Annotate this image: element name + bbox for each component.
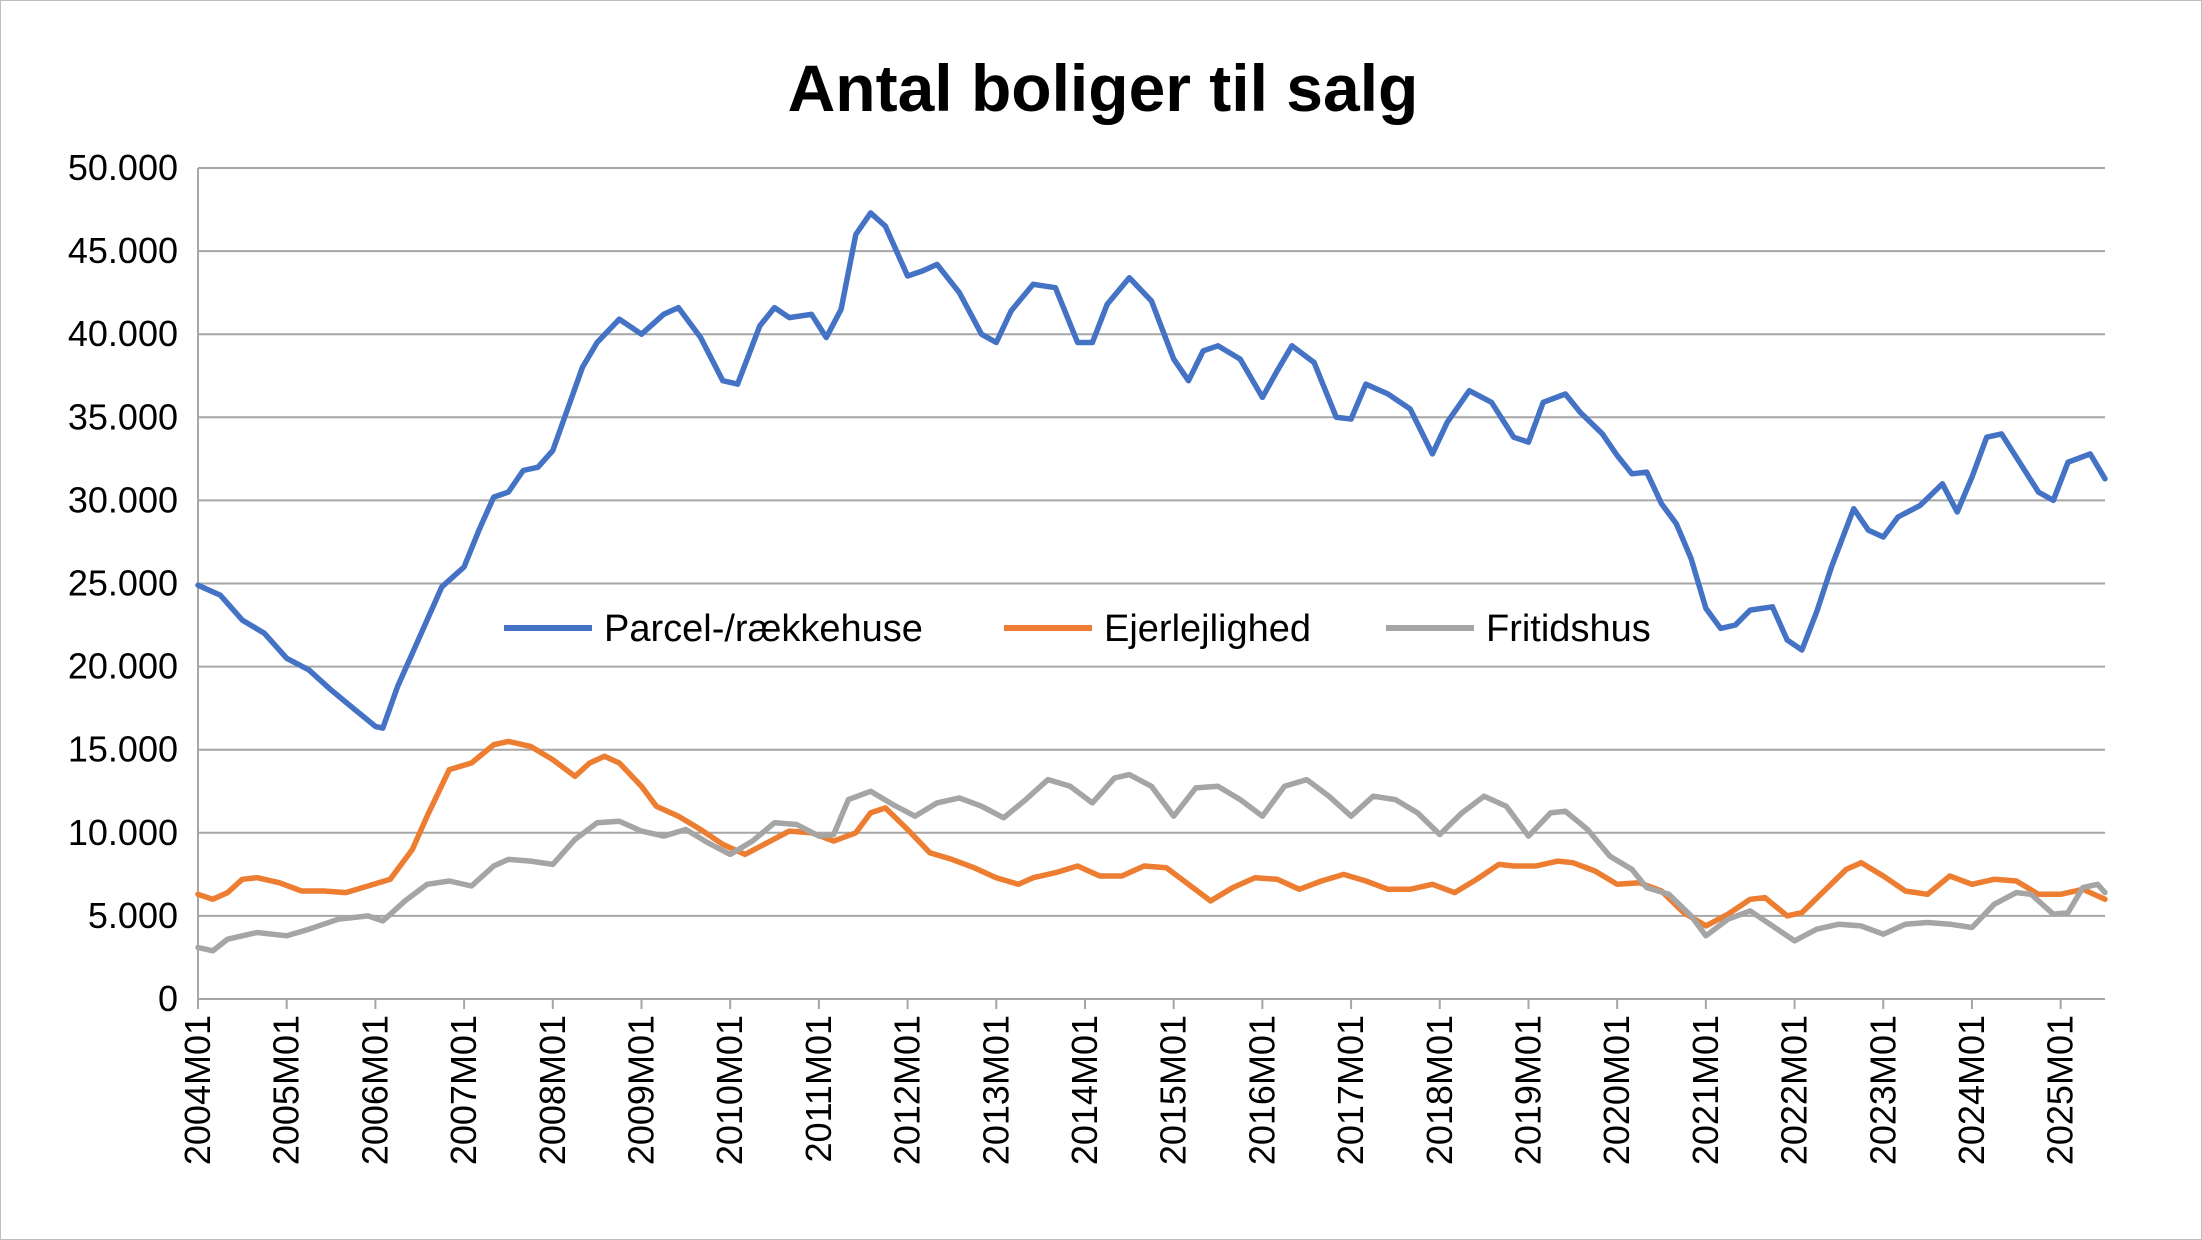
x-tick-label: 2006M01 (354, 1015, 395, 1165)
gridlines (198, 167, 2105, 917)
x-tick-label: 2005M01 (266, 1015, 307, 1165)
y-axis-tick-labels: 0 5.000 10.000 15.000 20.000 25.000 30.000 35.0… (68, 147, 178, 1019)
x-tick-label: 2016M01 (1241, 1015, 1282, 1165)
x-tick-label: 2014M01 (1064, 1015, 1105, 1165)
x-tick-label: 2021M01 (1685, 1015, 1726, 1165)
series-lines (195, 210, 2108, 954)
x-tick-label: 2013M01 (975, 1015, 1016, 1165)
series-line (195, 210, 2108, 731)
x-tick-label: 2020M01 (1596, 1015, 1637, 1165)
y-tick-label: 0 (158, 978, 178, 1019)
y-tick-label: 20.000 (68, 646, 178, 687)
x-tick-label: 2004M01 (177, 1015, 218, 1165)
legend-label: Parcel-/rækkehuse (604, 608, 923, 650)
x-tick-label: 2008M01 (532, 1015, 573, 1165)
y-tick-label: 45.000 (68, 230, 178, 271)
y-tick-label: 25.000 (68, 563, 178, 604)
x-tick-label: 2019M01 (1507, 1015, 1548, 1165)
legend: Parcel-/rækkehuse Ejerlejlighed Fritidshus (504, 608, 1651, 650)
x-tick-label: 2024M01 (1951, 1015, 1992, 1165)
x-tick-label: 2022M01 (1774, 1015, 1815, 1165)
y-tick-label: 50.000 (68, 147, 178, 188)
series-line (195, 771, 2108, 954)
chart-title: Antal boliger til salg (788, 51, 1419, 125)
x-tick-label: 2017M01 (1330, 1015, 1371, 1165)
y-tick-label: 35.000 (68, 396, 178, 437)
x-tick-label: 2025M01 (2040, 1015, 2081, 1165)
y-tick-label: 5.000 (88, 895, 178, 936)
y-tick-label: 15.000 (68, 729, 178, 770)
legend-label: Fritidshus (1486, 608, 1651, 650)
y-tick-label: 30.000 (68, 479, 178, 520)
series-line (195, 738, 2108, 929)
y-tick-label: 10.000 (68, 812, 178, 853)
x-tick-label: 2018M01 (1419, 1015, 1460, 1165)
x-tick-label: 2015M01 (1153, 1015, 1194, 1165)
y-tick-label: 40.000 (68, 313, 178, 354)
x-axis: 2004M01 2005M01 2006M01 2007M01 2008M01 2009M… (177, 168, 2105, 1165)
x-tick-label: 2012M01 (887, 1015, 928, 1165)
x-tick-label: 2007M01 (443, 1015, 484, 1165)
x-tick-label: 2011M01 (798, 1015, 839, 1162)
legend-label: Ejerlejlighed (1104, 608, 1311, 650)
x-tick-label: 2010M01 (709, 1015, 750, 1165)
x-tick-label: 2009M01 (620, 1015, 661, 1165)
x-tick-label: 2023M01 (1862, 1015, 1903, 1165)
